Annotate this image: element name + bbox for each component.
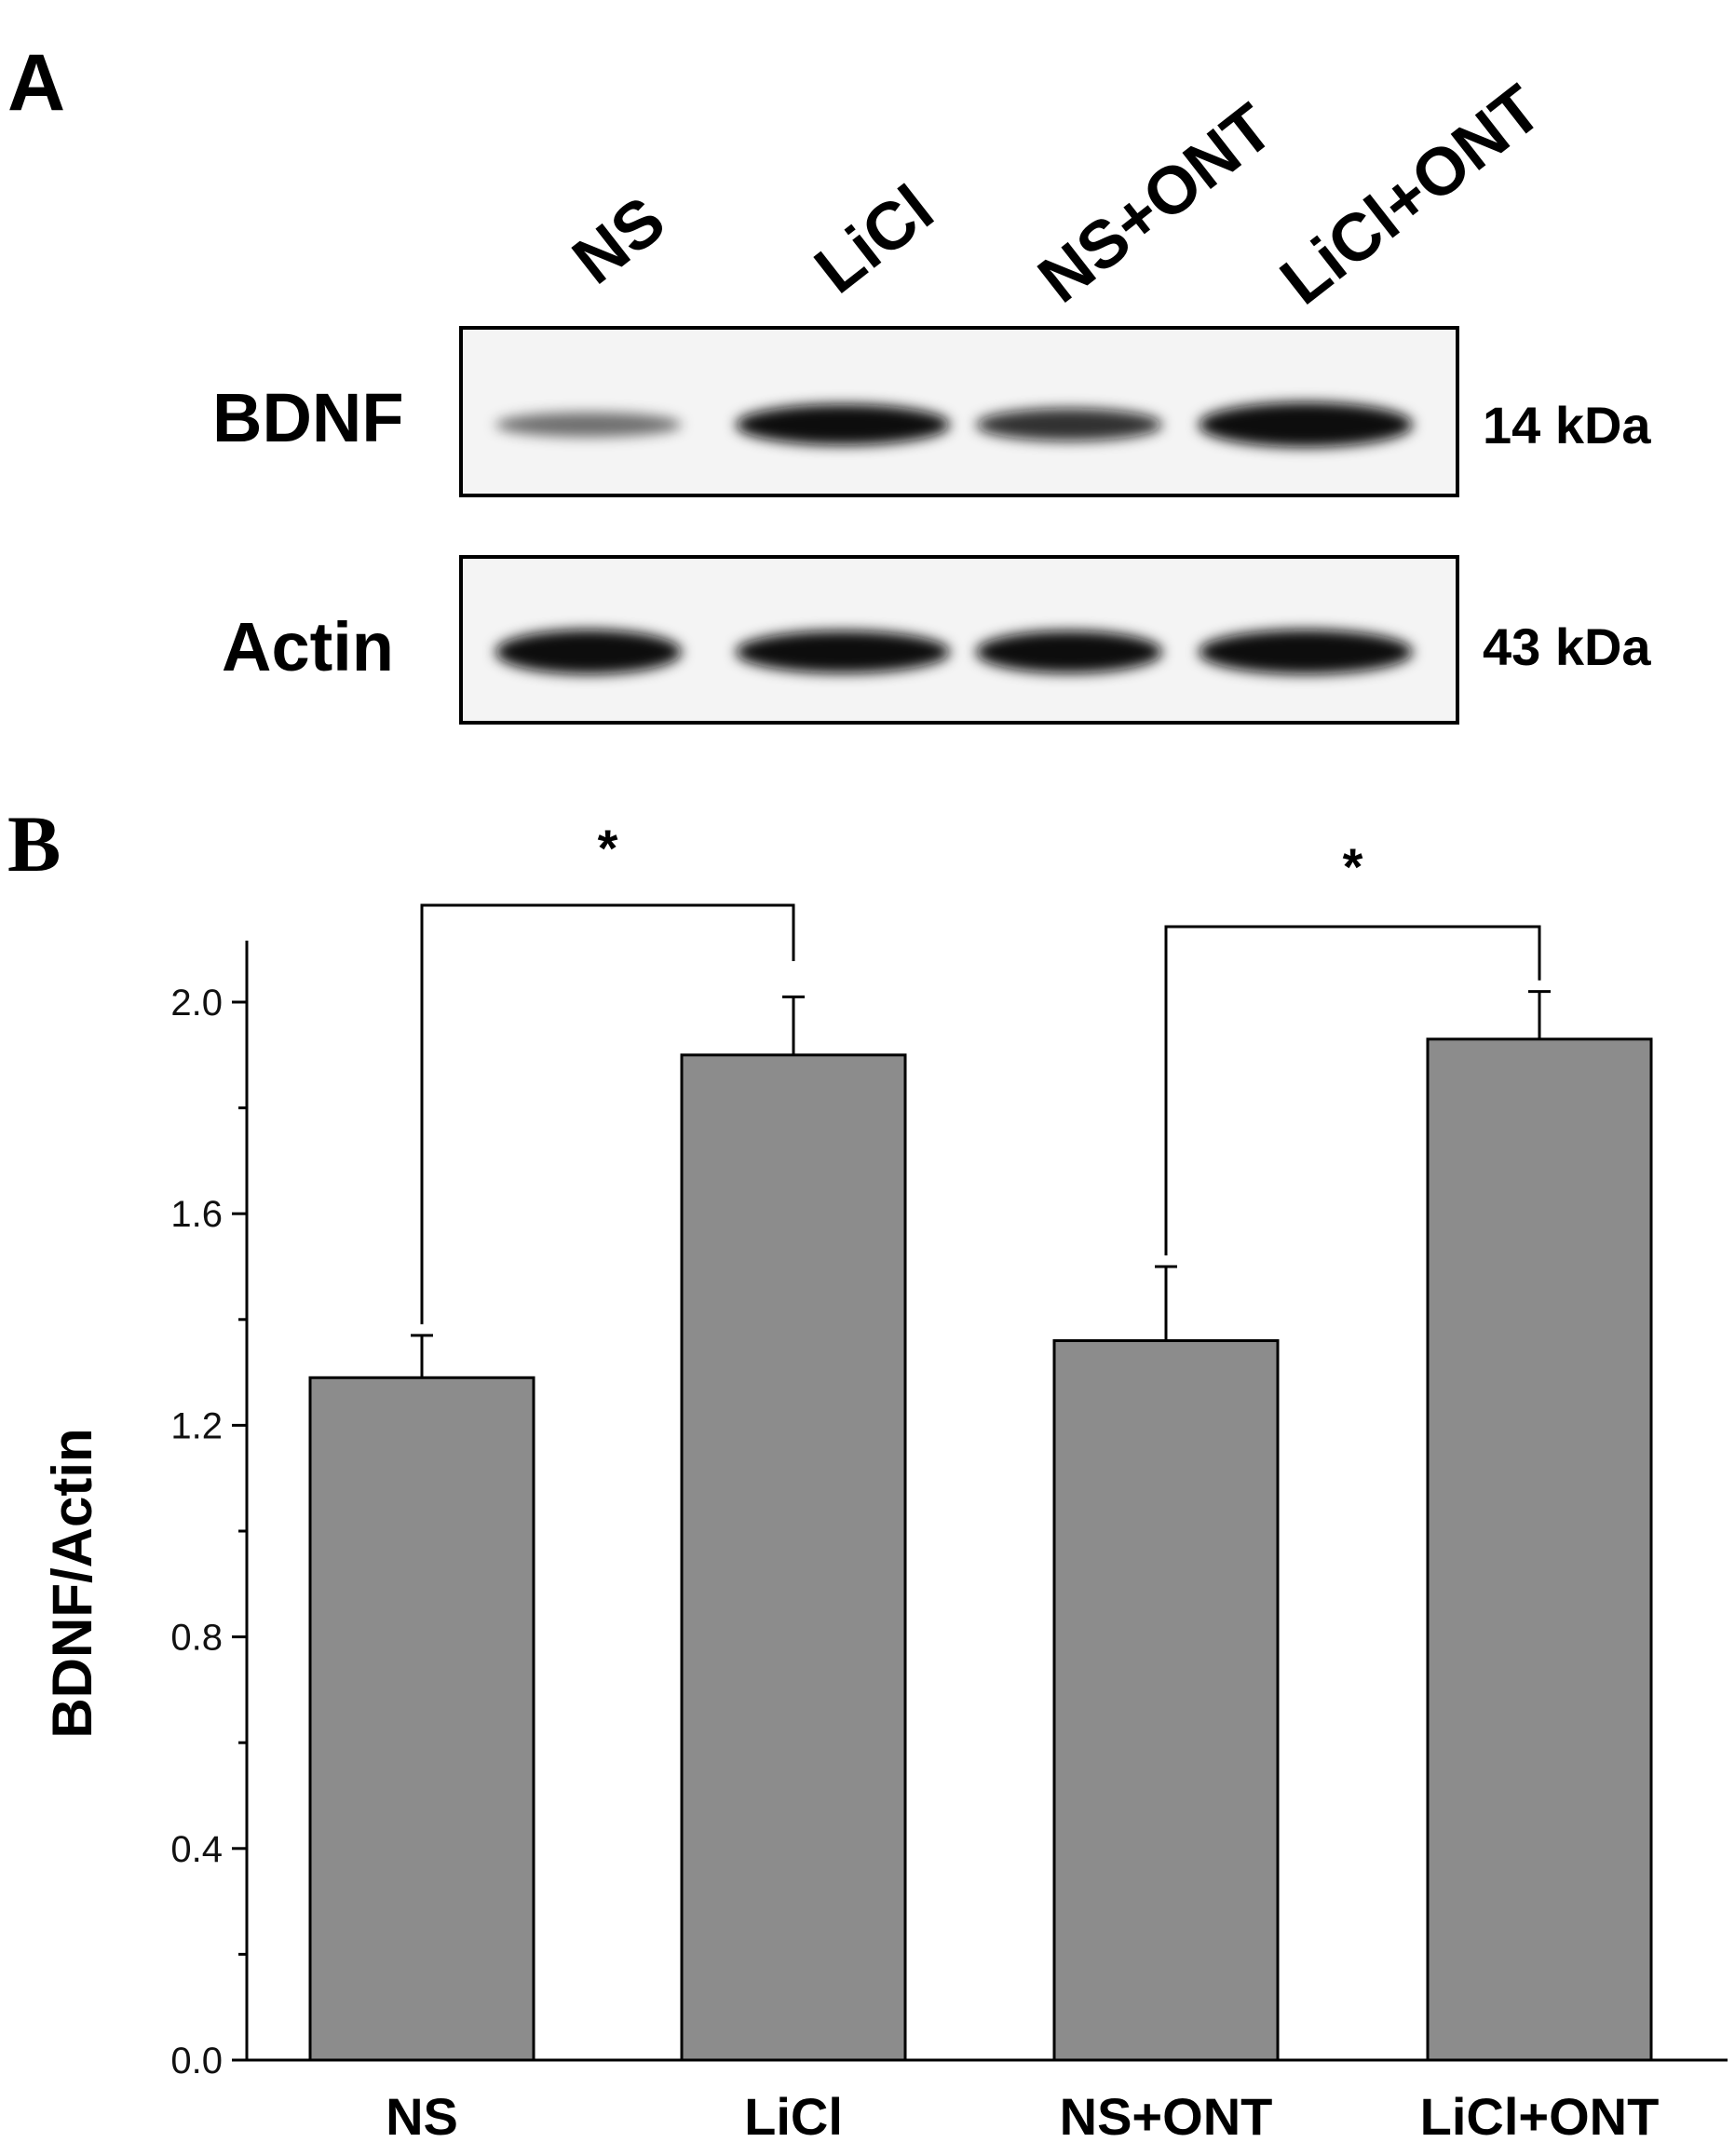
- blot-actin-size-label: 43 kDa: [1483, 617, 1651, 676]
- significance-star-2: *: [1343, 837, 1363, 896]
- blot-actin-protein-label: Actin: [222, 608, 394, 685]
- bars: [308, 1037, 1653, 2062]
- band-actin-2: [736, 631, 950, 673]
- x-category-label-3: NS+ONT: [1060, 2087, 1273, 2146]
- lane-label-ns: NS: [560, 183, 679, 299]
- bar-4: [1426, 1037, 1653, 2062]
- lane-label-licl-ont: LiCl+ONT: [1267, 71, 1555, 319]
- y-tick-label-5: 2.0: [170, 983, 223, 1024]
- x-category-labels: NS LiCl NS+ONT LiCl+ONT: [386, 2087, 1659, 2146]
- panel-b-letter: B: [7, 799, 61, 888]
- panel-a: A NS LiCl NS+ONT LiCl+ONT BDNF 14 kDa Ac…: [7, 38, 1651, 725]
- significance-bracket-2: [1164, 925, 1541, 1255]
- y-tick-label-3: 1.2: [170, 1405, 223, 1446]
- bar-2: [680, 1053, 907, 2062]
- lane-label-licl: LiCl: [802, 171, 947, 308]
- blot-bdnf-bands: [495, 401, 1413, 448]
- significance-star-1: *: [598, 819, 618, 877]
- blot-bdnf-protein-label: BDNF: [212, 379, 404, 456]
- significance-bracket-1: [420, 903, 795, 1324]
- band-bdnf-1: [495, 412, 682, 438]
- band-bdnf-3: [976, 408, 1162, 441]
- blot-actin: Actin 43 kDa: [222, 555, 1651, 725]
- panel-b: B BDNF/Actin * * 0.00.40.81.21.62.0 NS LiC…: [7, 799, 1728, 2146]
- y-tick-label-1: 0.4: [170, 1829, 223, 1870]
- y-tick-label-4: 1.6: [170, 1194, 223, 1235]
- band-bdnf-2: [736, 404, 950, 445]
- x-category-label-2: LiCl: [744, 2087, 843, 2146]
- band-actin-3: [976, 631, 1162, 673]
- lane-label-ns-ont: NS+ONT: [1025, 90, 1287, 318]
- band-actin-4: [1199, 630, 1413, 674]
- error-bars: [411, 990, 1551, 1378]
- blot-actin-frame: [459, 555, 1459, 725]
- y-axis-label: BDNF/Actin: [41, 1428, 103, 1738]
- blot-actin-bands: [495, 630, 1413, 674]
- y-tick-label-0: 0.0: [170, 2041, 223, 2081]
- significance-brackets: * *: [420, 819, 1541, 1324]
- bar-3: [1052, 1339, 1280, 2062]
- blot-bdnf: BDNF 14 kDa: [212, 326, 1651, 497]
- blot-bdnf-size-label: 14 kDa: [1483, 396, 1651, 454]
- bar-1: [308, 1376, 535, 2062]
- y-tick-label-2: 0.8: [170, 1618, 223, 1659]
- bar-chart: * * 0.00.40.81.21.62.0 NS LiCl NS+ONT LiCl+O…: [170, 819, 1728, 2146]
- x-category-label-4: LiCl+ONT: [1420, 2087, 1660, 2146]
- blot-bdnf-frame: [459, 326, 1459, 497]
- y-ticks: 0.0 0.4 0.8 1.2 1.6 2.0: [170, 983, 247, 2081]
- band-actin-1: [495, 630, 682, 674]
- x-category-label-1: NS: [386, 2087, 458, 2146]
- lane-labels: NS LiCl NS+ONT LiCl+ONT: [560, 71, 1555, 319]
- band-bdnf-4: [1199, 401, 1413, 448]
- panel-a-letter: A: [7, 38, 65, 128]
